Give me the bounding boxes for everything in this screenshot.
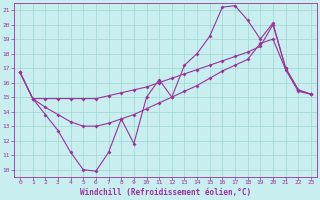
X-axis label: Windchill (Refroidissement éolien,°C): Windchill (Refroidissement éolien,°C)	[80, 188, 251, 197]
